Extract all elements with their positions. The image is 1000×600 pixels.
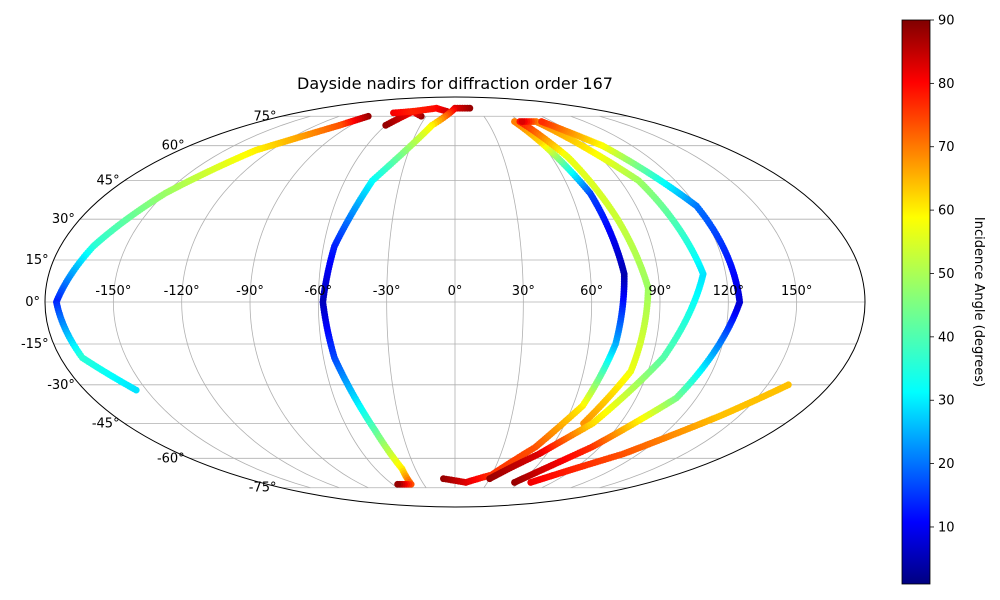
- colorbar-tick-label: 90: [938, 14, 955, 29]
- nadir-point: [784, 381, 792, 389]
- longitude-gridline: [317, 115, 398, 489]
- latitude-tick-label: -45°: [92, 416, 120, 431]
- colorbar-gradient: [901, 19, 931, 585]
- longitude-gridline: [181, 115, 340, 489]
- chart-title: Dayside nadirs for diffraction order 167: [297, 74, 613, 93]
- colorbar-tick-label: 20: [938, 457, 955, 472]
- latitude-tick-label: -30°: [47, 378, 75, 393]
- longitude-tick-label: -150°: [95, 284, 131, 299]
- colorbar-tick-label: 40: [938, 330, 955, 345]
- longitude-gridline: [599, 115, 798, 489]
- longitude-tick-label: -60°: [304, 284, 332, 299]
- latitude-tick-label: 75°: [253, 109, 276, 124]
- nadir-point: [382, 121, 390, 129]
- longitude-gridline: [112, 115, 311, 489]
- longitude-tick-label: 30°: [512, 284, 535, 299]
- nadir-point: [538, 118, 545, 125]
- latitude-tick-label: 30°: [52, 212, 75, 227]
- longitude-tick-label: 150°: [781, 284, 812, 299]
- longitude-tick-label: -120°: [164, 284, 200, 299]
- colorbar-tick-label: 70: [938, 140, 955, 155]
- nadir-tracks: [52, 104, 792, 488]
- latitude-tick-label: -15°: [21, 337, 49, 352]
- colorbar-tick-label: 10: [938, 520, 955, 535]
- latitude-tick-label: 60°: [162, 139, 185, 154]
- longitude-gridline: [483, 116, 524, 488]
- latitude-tick-label: 0°: [25, 295, 40, 310]
- latitude-tick-label: 45°: [97, 174, 120, 189]
- latitude-tick-labels: 75°60°45°30°15°0°-15°-30°-45°-60°-75°: [21, 109, 277, 495]
- latitude-tick-label: -60°: [157, 451, 185, 466]
- longitude-tick-label: 0°: [448, 284, 463, 299]
- colorbar: 10 20 30 40 50 60 70 80 90 Incidence Angle (degr…: [901, 14, 986, 585]
- colorbar-tick-label: 80: [938, 77, 955, 92]
- colorbar-tick-label: 50: [938, 267, 955, 282]
- colorbar-tick-label: 60: [938, 204, 955, 219]
- longitude-gridline: [386, 116, 427, 488]
- longitude-tick-labels: -150° -120° -90° -60° -30° 0° 30° 60° 90° 120° 150…: [95, 284, 812, 299]
- latitude-tick-label: 15°: [26, 253, 49, 268]
- longitude-tick-label: -30°: [373, 284, 401, 299]
- nadir-point: [394, 480, 402, 488]
- longitude-gridline: [249, 115, 369, 489]
- nadir-point: [518, 118, 526, 125]
- nadir-point: [511, 118, 518, 125]
- graticule-grid: [45, 115, 865, 489]
- longitude-tick-label: 120°: [713, 284, 744, 299]
- colorbar-label: Incidence Angle (degrees): [971, 217, 986, 387]
- colorbar-ticks: 10 20 30 40 50 60 70 80 90: [930, 14, 955, 535]
- map-boundary: [44, 96, 866, 508]
- longitude-tick-label: -90°: [236, 284, 264, 299]
- nadir-point: [132, 386, 140, 394]
- longitude-tick-label: 90°: [648, 284, 671, 299]
- colorbar-tick-label: 30: [938, 394, 955, 409]
- longitude-gridline: [512, 115, 593, 489]
- longitude-tick-label: 60°: [580, 284, 603, 299]
